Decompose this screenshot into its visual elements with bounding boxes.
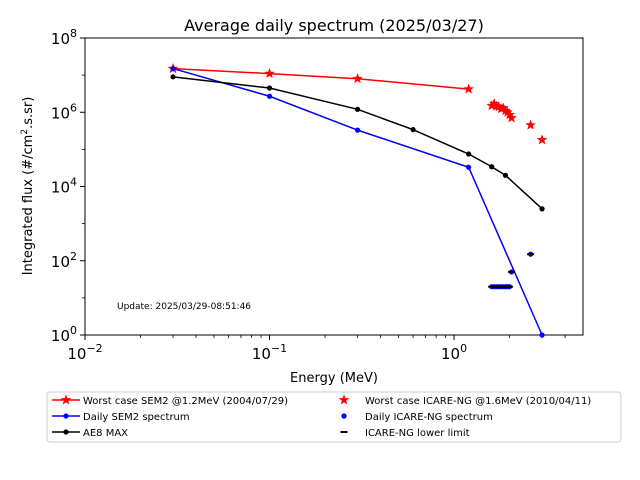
x-tick-label: 100 (441, 342, 467, 363)
series-layer (167, 62, 548, 338)
legend-label: ICARE-NG lower limit (365, 428, 470, 439)
data-point (354, 127, 361, 133)
data-point (506, 112, 518, 123)
legend-marker (63, 413, 69, 419)
y-axis-label: Integrated flux (#/cm2.s.sr) (20, 97, 36, 276)
plot-frame (84, 37, 584, 336)
y-axis-ticks: 100 102 104 106 108 (51, 27, 85, 345)
legend-label: Daily ICARE-NG spectrum (365, 412, 493, 423)
data-point (466, 151, 472, 157)
y-tick-label: 100 (51, 324, 77, 345)
data-point (489, 164, 495, 170)
data-point (539, 332, 545, 338)
update-annotation: Update: 2025/03/29-08:51:46 (117, 302, 251, 312)
legend-entry: ICARE-NG lower limit (340, 428, 470, 439)
legend-entry: Daily SEM2 spectrum (52, 412, 190, 423)
y-axis-label-superscript: 2 (20, 129, 30, 135)
y-tick-label: 106 (51, 101, 77, 122)
x-tick-label: 10−1 (252, 342, 287, 363)
series-line (172, 76, 543, 210)
series-4 (489, 251, 534, 290)
legend-entry: Worst case SEM2 @1.2MeV (2004/07/29) (52, 394, 288, 407)
legend-marker (338, 394, 350, 405)
data-point (170, 65, 176, 72)
legend-marker (60, 394, 72, 405)
y-tick-label: 108 (51, 27, 77, 48)
data-point (352, 72, 364, 84)
data-point (539, 206, 545, 212)
data-point (466, 164, 472, 170)
series-1 (170, 65, 545, 338)
y-tick-label: 102 (51, 250, 77, 271)
plot-axes (84, 37, 584, 336)
legend-entry: Worst case ICARE-NG @1.6MeV (2010/04/11) (338, 394, 591, 407)
data-point (354, 106, 361, 112)
series-0 (167, 62, 475, 94)
chart-title: Average daily spectrum (2025/03/27) (184, 16, 484, 35)
x-axis-label: Energy (MeV) (290, 371, 378, 386)
data-point (266, 93, 273, 99)
legend-entry: Daily ICARE-NG spectrum (341, 412, 493, 423)
series-2 (170, 74, 545, 212)
x-axis-ticks: 10−2 10−1 100 (67, 335, 566, 363)
data-point (266, 85, 273, 91)
y-tick-label: 104 (51, 176, 77, 197)
x-tick-label: 10−2 (67, 342, 102, 363)
legend-label: Worst case ICARE-NG @1.6MeV (2010/04/11) (365, 396, 591, 407)
data-point (502, 172, 509, 178)
data-point (525, 119, 537, 130)
series-3 (486, 97, 548, 145)
series-line (173, 67, 469, 90)
series-5 (488, 253, 535, 288)
legend-label: Daily SEM2 spectrum (83, 412, 190, 423)
data-point (410, 127, 416, 133)
data-point (463, 83, 475, 94)
y-axis-label-suffix: .s.sr) (21, 97, 36, 129)
legend-label: Worst case SEM2 @1.2MeV (2004/07/29) (83, 396, 288, 407)
legend: Worst case SEM2 @1.2MeV (2004/07/29) Dail… (46, 391, 622, 443)
data-point (170, 74, 176, 80)
legend-label: AE8 MAX (83, 428, 128, 439)
legend-entry: AE8 MAX (52, 428, 128, 439)
data-point (536, 134, 548, 145)
legend-marker (63, 429, 69, 435)
data-point (264, 67, 275, 79)
legend-frame (46, 391, 622, 443)
legend-marker (341, 413, 347, 419)
y-axis-label-prefix: Integrated flux (#/cm (21, 135, 36, 276)
